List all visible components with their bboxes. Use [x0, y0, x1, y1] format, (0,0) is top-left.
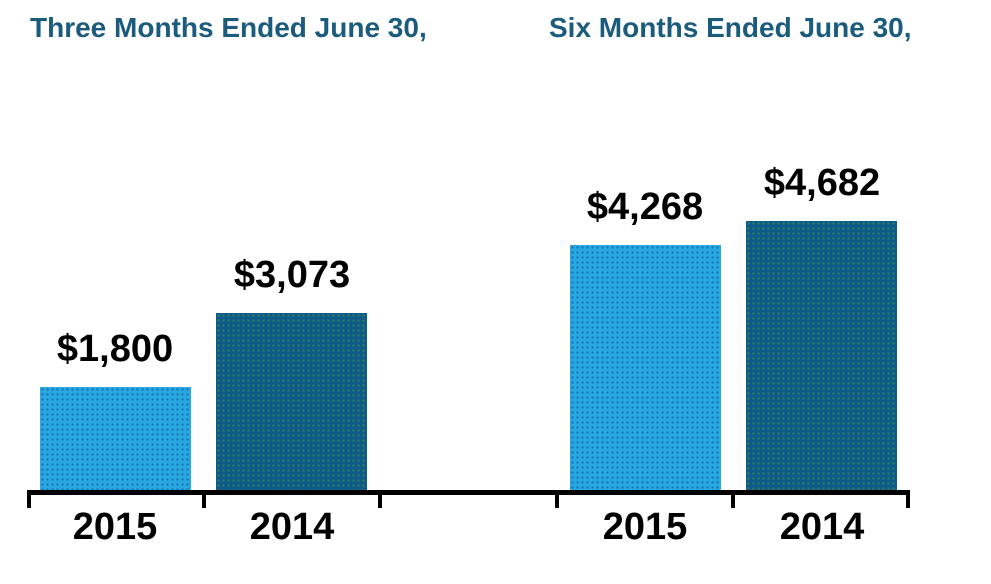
x-axis-tick	[731, 490, 735, 508]
bar-three-months-2014	[216, 313, 367, 490]
bar-six-months-2014	[746, 221, 897, 490]
year-label-six-months-2015: 2015	[602, 506, 688, 548]
value-label-six-months-2014: $4,682	[763, 162, 881, 204]
year-label-three-months-2014: 2014	[249, 506, 335, 548]
x-axis-tick	[202, 490, 206, 508]
x-axis-tick	[906, 490, 910, 508]
x-axis-line	[27, 490, 910, 495]
year-label-three-months-2015: 2015	[72, 506, 158, 548]
group-title-three-months: Three Months Ended June 30,	[30, 12, 427, 43]
group-title-six-months: Six Months Ended June 30,	[549, 12, 912, 43]
bar-three-months-2015	[40, 387, 191, 490]
value-label-three-months-2015: $1,800	[56, 328, 174, 370]
value-label-six-months-2015: $4,268	[586, 186, 704, 228]
x-axis-tick	[378, 490, 382, 508]
x-axis-tick	[27, 490, 31, 508]
bar-six-months-2015	[570, 245, 721, 490]
x-axis-tick	[555, 490, 559, 508]
year-label-six-months-2014: 2014	[779, 506, 865, 548]
value-label-three-months-2014: $3,073	[233, 254, 351, 296]
